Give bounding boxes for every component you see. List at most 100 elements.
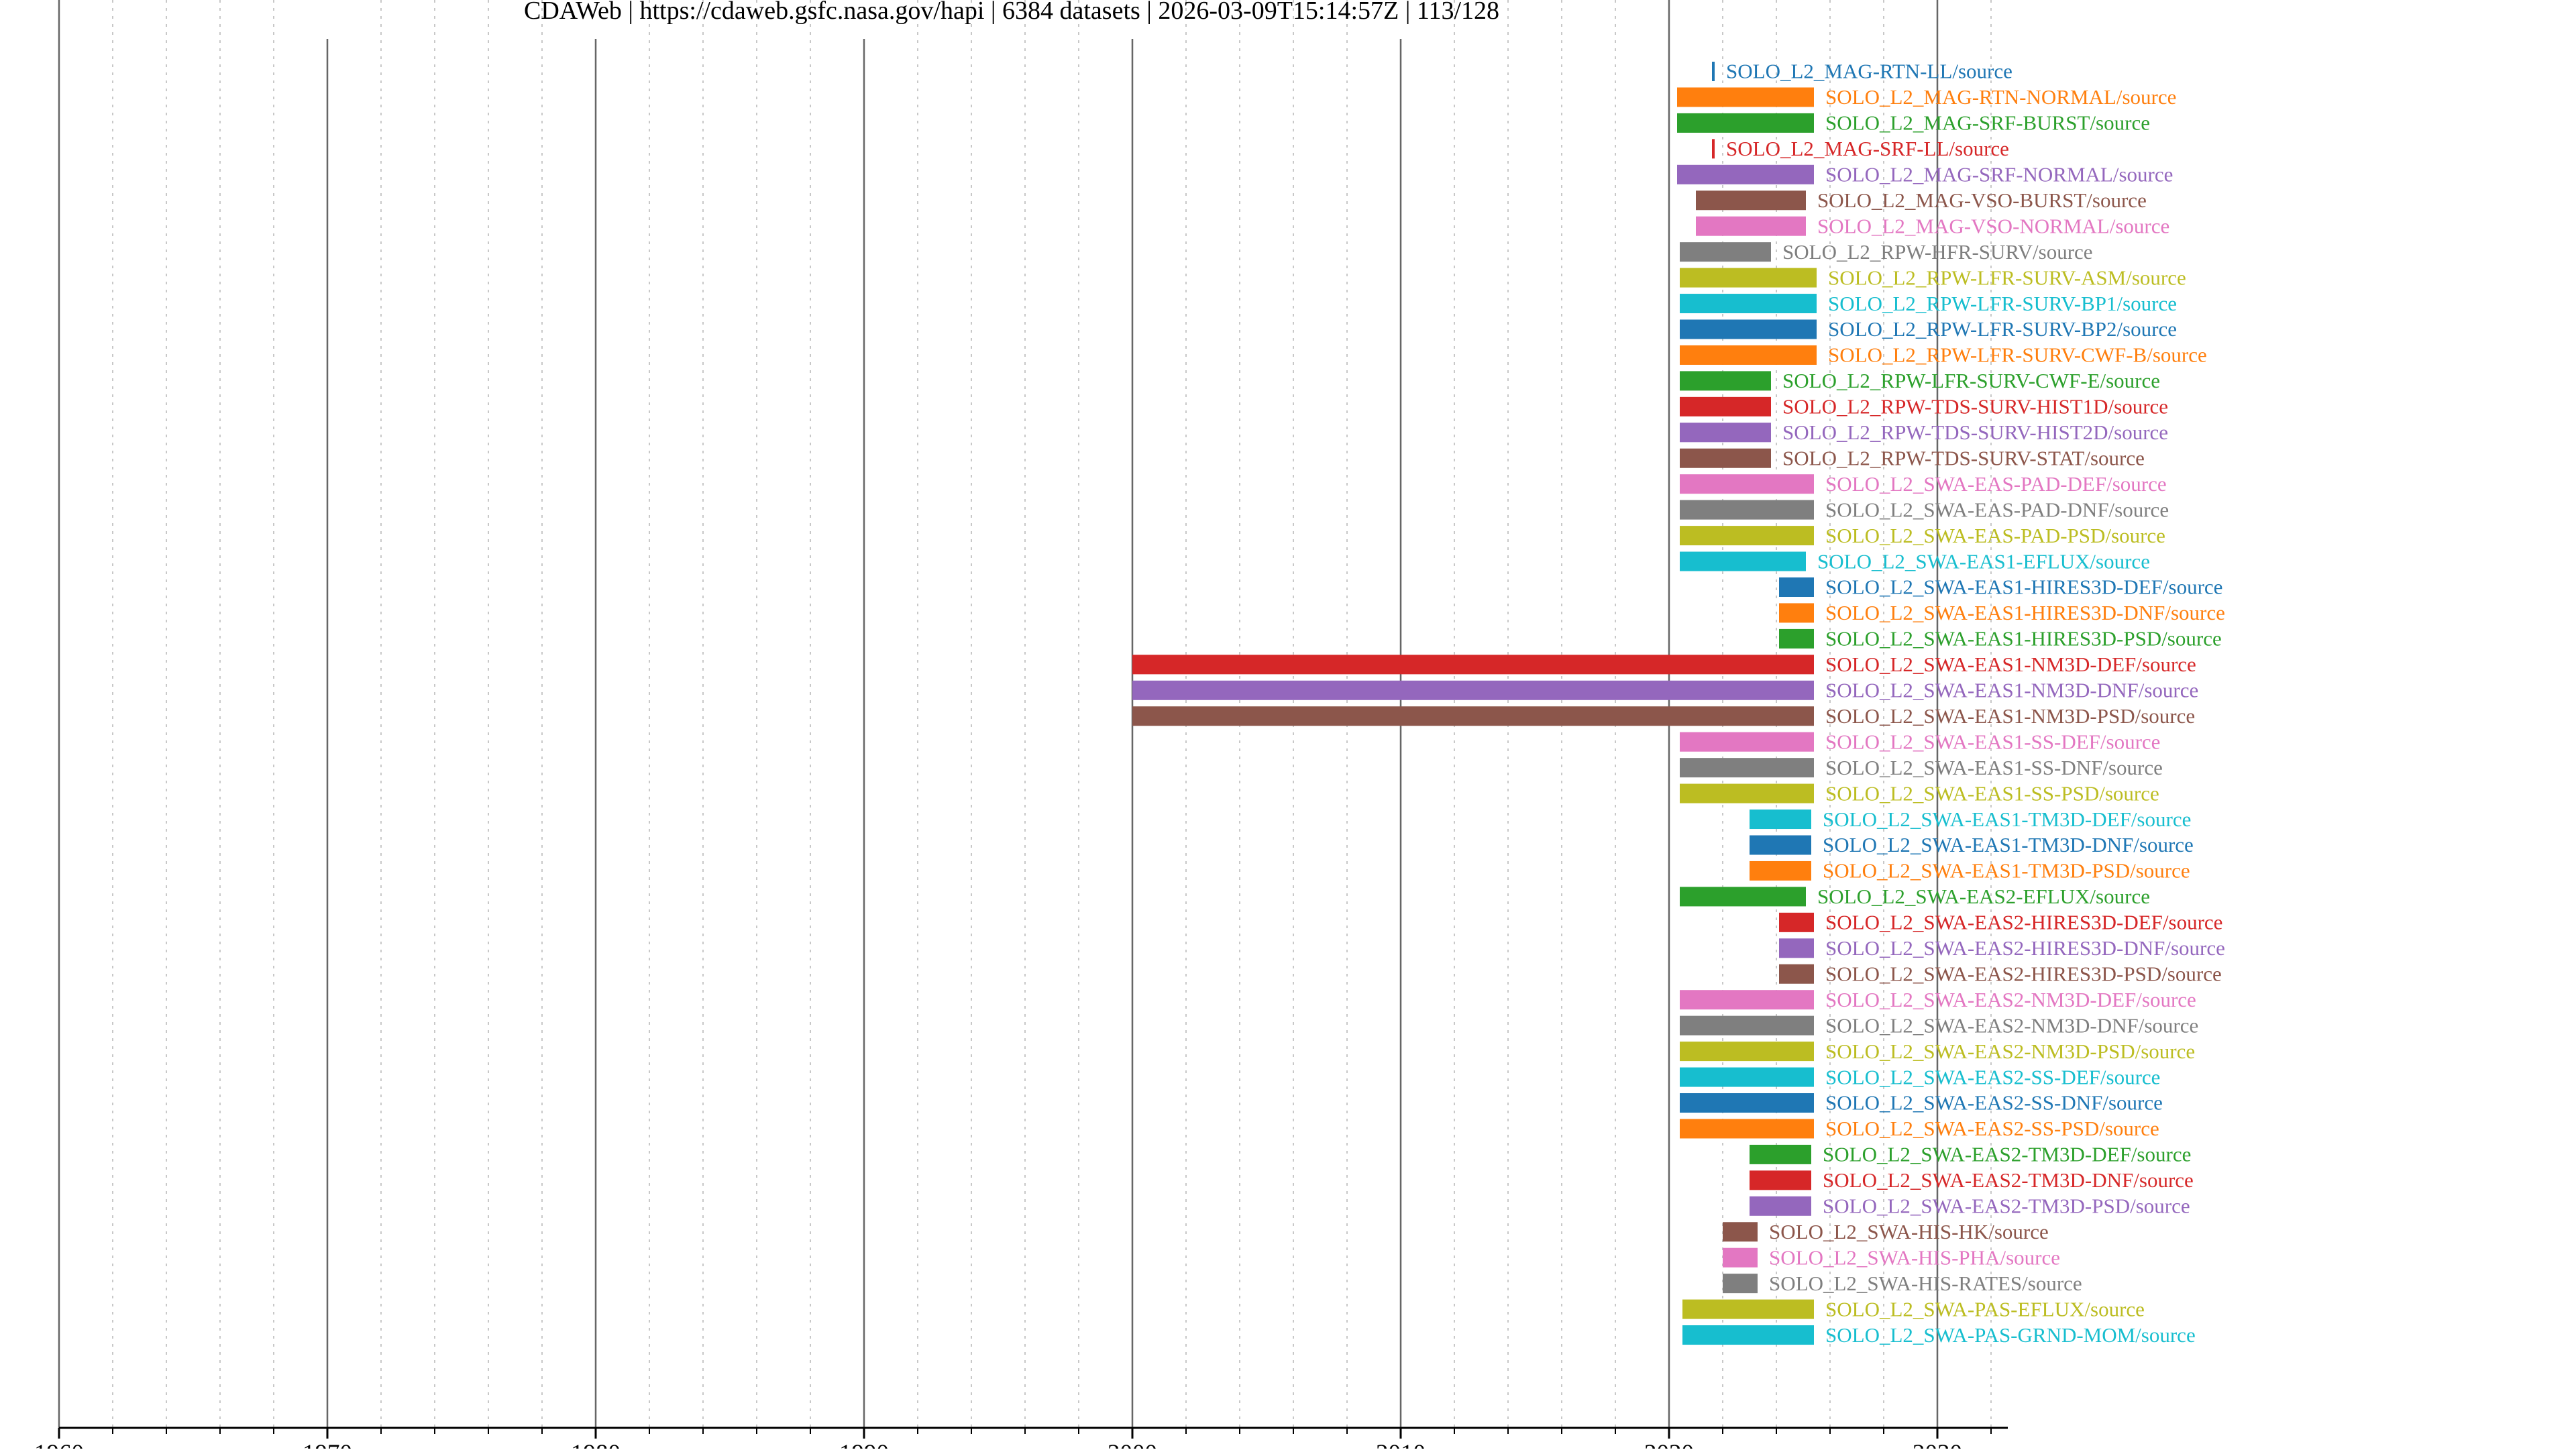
bar-label: SOLO_L2_RPW-LFR-SURV-CWF-E/source: [1782, 369, 2160, 392]
timeline-bar: [1682, 1325, 1814, 1345]
bar-label: SOLO_L2_SWA-HIS-HK/source: [1769, 1220, 2049, 1243]
bar-label: SOLO_L2_RPW-HFR-SURV/source: [1782, 240, 2093, 264]
bar-label: SOLO_L2_SWA-EAS2-SS-DEF/source: [1825, 1065, 2160, 1088]
timeline-bar: [1132, 706, 1814, 726]
timeline-bar: [1696, 216, 1806, 236]
bar-label: SOLO_L2_SWA-PAS-EFLUX/source: [1825, 1297, 2145, 1321]
bar-label: SOLO_L2_SWA-EAS1-HIRES3D-DEF/source: [1825, 575, 2222, 599]
bar-label: SOLO_L2_SWA-EAS-PAD-DEF/source: [1825, 472, 2167, 496]
timeline-bar: [1779, 964, 1814, 984]
bar-label: SOLO_L2_SWA-EAS1-EFLUX/source: [1817, 549, 2150, 573]
timeline-bar: [1680, 242, 1771, 262]
bar-label: SOLO_L2_MAG-VSO-BURST/source: [1817, 188, 2147, 212]
x-tick-label: 2000: [1108, 1440, 1157, 1449]
x-tick-label: 2010: [1376, 1440, 1426, 1449]
timeline-bar: [1779, 938, 1814, 958]
timeline-bar: [1680, 1119, 1814, 1139]
major-gridlines: [58, 0, 1939, 1428]
timeline-bar: [1682, 1299, 1814, 1319]
bar-label: SOLO_L2_SWA-EAS2-TM3D-PSD/source: [1823, 1194, 2190, 1218]
bar-label: SOLO_L2_SWA-EAS1-SS-PSD/source: [1825, 781, 2159, 805]
timeline-bar: [1779, 577, 1814, 597]
bar-labels: SOLO_L2_MAG-RTN-LL/sourceSOLO_L2_MAG-RTN…: [1726, 60, 2225, 1347]
timeline-bar: [1677, 164, 1814, 184]
bar-label: SOLO_L2_SWA-EAS1-HIRES3D-DNF/source: [1825, 601, 2225, 624]
x-axis: 1960 1970 1980 1990 2000 2010 2020 2030: [34, 1427, 2008, 1452]
timeline-bar: [1680, 551, 1806, 571]
bar-label: SOLO_L2_SWA-HIS-RATES/source: [1769, 1272, 2082, 1295]
timeline-bar: [1750, 835, 1811, 855]
bar-label: SOLO_L2_MAG-SRF-NORMAL/source: [1825, 163, 2173, 186]
timeline-bar: [1680, 1067, 1814, 1087]
bar-label: SOLO_L2_SWA-PAS-GRND-MOM/source: [1825, 1323, 2196, 1347]
timeline-bar: [1712, 139, 1715, 159]
bar-label: SOLO_L2_RPW-TDS-SURV-HIST2D/source: [1782, 421, 2168, 444]
bar-label: SOLO_L2_SWA-EAS1-SS-DNF/source: [1825, 756, 2163, 779]
chart-title: CDAWeb | https://cdaweb.gsfc.nasa.gov/ha…: [524, 0, 1499, 25]
timeline-bar: [1680, 1015, 1814, 1036]
x-tick-label: 1970: [303, 1440, 352, 1449]
x-tick-label: 1960: [34, 1440, 84, 1449]
timeline-bar: [1132, 680, 1814, 700]
timeline-bar: [1680, 783, 1814, 803]
timeline-bar: [1680, 371, 1771, 391]
bar-label: SOLO_L2_SWA-EAS1-TM3D-DEF/source: [1823, 807, 2191, 831]
bar-label: SOLO_L2_RPW-TDS-SURV-STAT/source: [1782, 446, 2145, 469]
bars: [1132, 62, 1817, 1345]
timeline-bar: [1750, 1196, 1811, 1216]
timeline-bar: [1680, 887, 1806, 907]
bar-label: SOLO_L2_MAG-SRF-LL/source: [1726, 137, 2009, 160]
bar-label: SOLO_L2_RPW-LFR-SURV-BP1/source: [1828, 292, 2177, 315]
bar-label: SOLO_L2_MAG-RTN-LL/source: [1726, 60, 2012, 83]
timeline-bar: [1680, 758, 1814, 778]
bar-label: SOLO_L2_SWA-EAS1-NM3D-DEF/source: [1825, 653, 2196, 676]
timeline-bar: [1677, 113, 1814, 133]
bar-label: SOLO_L2_SWA-EAS2-EFLUX/source: [1817, 885, 2150, 908]
bar-label: SOLO_L2_SWA-EAS2-HIRES3D-DEF/source: [1825, 911, 2222, 934]
bar-label: SOLO_L2_SWA-EAS1-NM3D-DNF/source: [1825, 679, 2198, 702]
timeline-bar: [1779, 912, 1814, 932]
timeline-bar: [1680, 448, 1771, 468]
x-tick-label: 1990: [839, 1440, 889, 1449]
bar-label: SOLO_L2_SWA-EAS2-NM3D-DNF/source: [1825, 1013, 2198, 1037]
timeline-bar: [1677, 87, 1814, 107]
bar-label: SOLO_L2_SWA-EAS2-TM3D-DNF/source: [1823, 1168, 2194, 1192]
timeline-bar: [1680, 474, 1814, 494]
bar-label: SOLO_L2_SWA-EAS2-HIRES3D-DNF/source: [1825, 936, 2225, 960]
timeline-bar: [1696, 190, 1806, 211]
x-tick-label: 2030: [1913, 1440, 1962, 1449]
timeline-bar: [1680, 732, 1814, 752]
timeline-bar: [1680, 319, 1817, 339]
bar-label: SOLO_L2_SWA-EAS2-NM3D-DEF/source: [1825, 988, 2196, 1011]
bar-label: SOLO_L2_RPW-LFR-SURV-BP2/source: [1828, 317, 2177, 341]
bar-label: SOLO_L2_MAG-RTN-NORMAL/source: [1825, 85, 2176, 109]
bar-label: SOLO_L2_SWA-EAS1-TM3D-DNF/source: [1823, 833, 2194, 856]
bar-label: SOLO_L2_MAG-VSO-NORMAL/source: [1817, 214, 2169, 237]
timeline-bar: [1680, 345, 1817, 365]
timeline-bar: [1779, 628, 1814, 649]
timeline-bar: [1723, 1274, 1758, 1294]
bar-label: SOLO_L2_SWA-EAS1-HIRES3D-PSD/source: [1825, 627, 2222, 651]
timeline-bar: [1680, 294, 1817, 314]
bar-label: SOLO_L2_RPW-TDS-SURV-HIST1D/source: [1782, 395, 2168, 418]
timeline-bar: [1680, 990, 1814, 1010]
timeline-bar: [1750, 1144, 1811, 1164]
timeline-bar: [1723, 1222, 1758, 1242]
bar-label: SOLO_L2_SWA-EAS2-SS-DNF/source: [1825, 1091, 2163, 1115]
x-tick-label: 2020: [1644, 1440, 1694, 1449]
bar-label: SOLO_L2_SWA-EAS1-TM3D-PSD/source: [1823, 859, 2190, 883]
timeline-bar: [1680, 268, 1817, 288]
timeline-bar: [1680, 526, 1814, 546]
timeline-bar: [1723, 1247, 1758, 1268]
bar-label: SOLO_L2_SWA-EAS2-NM3D-PSD/source: [1825, 1040, 2195, 1063]
timeline-bar: [1750, 1170, 1811, 1190]
bar-label: SOLO_L2_SWA-HIS-PHA/source: [1769, 1245, 2060, 1269]
bar-label: SOLO_L2_SWA-EAS-PAD-DNF/source: [1825, 498, 2169, 521]
timeline-bar: [1680, 423, 1771, 443]
bar-label: SOLO_L2_SWA-EAS2-HIRES3D-PSD/source: [1825, 962, 2222, 985]
timeline-bar: [1680, 1042, 1814, 1062]
timeline-bar: [1750, 809, 1811, 830]
timeline-bar: [1680, 396, 1771, 416]
bar-label: SOLO_L2_RPW-LFR-SURV-ASM/source: [1828, 266, 2186, 289]
